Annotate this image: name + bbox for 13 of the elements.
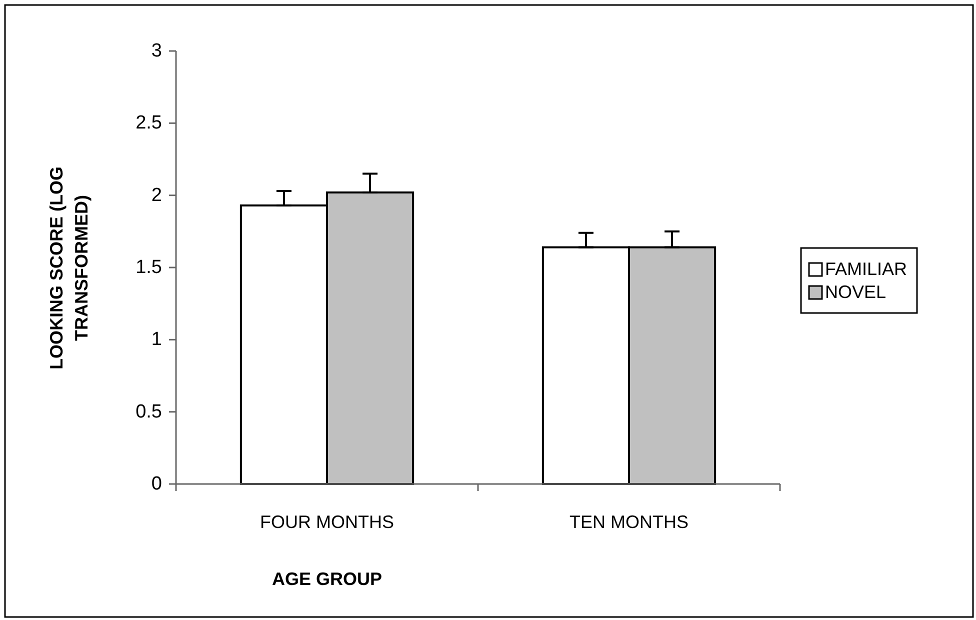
x-tick-label: TEN MONTHS [570, 512, 688, 532]
x-axis-title: AGE GROUP [272, 569, 382, 589]
y-tick-label: 2.5 [136, 112, 162, 134]
y-axis-title: LOOKING SCORE (LOG TRANSFORMED) [46, 166, 92, 370]
y-tick-label: 1.5 [136, 257, 162, 278]
y-tick-label: 0.5 [136, 401, 162, 422]
y-tick-label: 1 [151, 329, 162, 350]
legend-label: NOVEL [825, 282, 886, 302]
y-tick-label: 3 [151, 40, 162, 62]
legend-label: FAMILIAR [825, 259, 908, 279]
y-tick-label: 2 [151, 184, 162, 206]
y-tick-label: 0 [151, 474, 162, 494]
x-tick-label: FOUR MONTHS [260, 512, 394, 532]
